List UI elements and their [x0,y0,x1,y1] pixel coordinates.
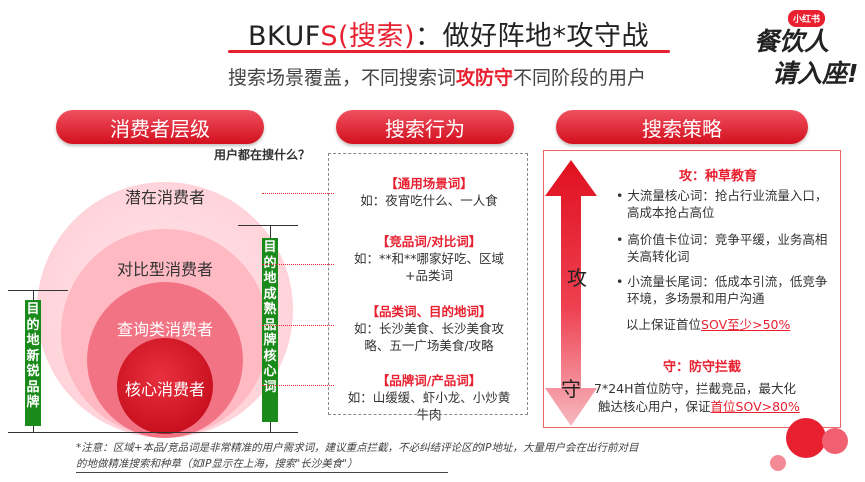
behavior-category: 【品类词、目的地词】 如：长沙美食、长沙美食攻 略、五一广场美食/攻略 [334,303,524,354]
mature-brand-char: 熟 [263,302,277,317]
defend-label: 守 [561,377,581,401]
title-prefix: BKUF [248,21,321,52]
behavior-general: 【通用场景词】 如：夜宵吃什么、一人食 [334,175,524,209]
new-brand-char: 锐 [26,364,40,379]
new-brand-char: 品 [26,379,40,395]
attack-item: • 大流量核心词：抢占行业流量入口，高成本抢占高位 [616,188,828,220]
mature-brand-char: 目 [263,240,277,255]
behavior-brand: 【品牌词/产品词】 如：山缓缓、虾小龙、小炒黄 牛肉 [334,372,524,423]
behavior-line: +品类词 [405,268,453,283]
new-brand-char: 地 [26,333,40,348]
mature-brand-char: 词 [263,379,277,395]
footnote-line1: *注意：区域+本品/竞品词是非常精准的用户需求词，建议重点拦截，不必纠结评论区的… [76,442,639,454]
new-brand-char: 的 [26,317,40,333]
behavior-heading: 【品类词、目的地词】 [366,304,492,319]
logo-line1: 餐饮人 [754,27,830,56]
behavior-line: 如：**和**哪家好吃、区域 [353,251,504,266]
behavior-heading: 【通用场景词】 [385,176,473,191]
strategy-panel [543,150,841,428]
right-bracket-top [238,225,298,226]
left-bracket-top [8,290,68,291]
behavior-line: 如：夜宵吃什么、一人食 [360,193,498,208]
behavior-heading: 【品牌词/产品词】 [376,373,482,388]
logo-line2: 请入座! [772,59,859,88]
title-underline [228,50,670,53]
left-bracket-tick [33,290,34,300]
new-brand-char: 目 [26,302,40,317]
title-highlight: S(搜索) [320,21,416,52]
attack-note-hl: SOV至少>50% [701,317,791,332]
behavior-competitor: 【竞品词/对比词】 如：**和**哪家好吃、区域 +品类词 [334,233,524,284]
new-brand-char: 新 [26,348,40,364]
defend-line2-hl: 首位SOV>80% [710,399,800,414]
label-mature-brand: 目 的 地 成 熟 品 牌 核 心 词 [262,238,278,422]
subtitle-post: 不同阶段的用户 [513,67,647,89]
mature-brand-char: 成 [263,286,277,302]
behavior-line: 牛肉 [416,407,442,422]
connector-query [262,325,334,326]
label-compare: 对比型消费者 [116,260,214,279]
label-query: 查询类消费者 [116,320,214,339]
decor-circle [770,455,786,471]
defend-heading-rest: 防守拦截 [689,360,742,375]
page-subtitle: 搜索场景覆盖，不同搜索词攻防守不同阶段的用户 [228,63,646,90]
behavior-line: 略、五一广场美食/攻略 [364,338,494,353]
mature-brand-char: 心 [263,364,277,379]
behavior-line: 如：山缓缓、虾小龙、小炒黄 [347,390,511,405]
subtitle-highlight: 攻防守 [456,67,514,89]
footnote-underline [76,472,448,473]
behavior-panel [328,153,528,415]
attack-heading: 攻：种草教育 [679,169,758,184]
attack-defend-arrow [545,160,597,426]
left-bracket-tick-bottom [33,426,34,432]
page-title: BKUFS(搜索)：做好阵地*攻守战 [248,14,649,53]
defend-heading: 守：防守拦截 [663,356,741,375]
footnote-line2: 的地做精准搜索和种草（如IP显示在上海，搜索"长沙美食"） [76,458,358,470]
connector-compare [262,264,334,265]
defend-line2: 触达核心用户，保证首位SOV>80% [598,396,800,415]
decor-circle [786,418,826,458]
attack-item: • 小流量长尾词：低成本引流，低竞争环境，多场景和用户沟通 [616,274,828,306]
mature-brand-char: 的 [263,255,277,271]
behavior-heading: 【竞品词/对比词】 [376,234,482,249]
decor-circle [822,428,848,454]
footnote: *注意：区域+本品/竞品词是非常精准的用户需求词，建议重点拦截，不必纠结评论区的… [76,440,796,472]
behavior-line: 如：长沙美食、长沙美食攻 [353,321,504,336]
label-latent: 潜在消费者 [124,188,206,207]
label-core: 核心消费者 [124,380,206,399]
title-suffix: ：做好阵地*攻守战 [415,21,650,52]
attack-item: • 高价值卡位词：竞争平缓，业务高相关高转化词 [616,232,828,264]
defend-line2-pre: 触达核心用户，保证 [598,399,711,414]
defend-heading-red: 守： [663,360,690,375]
attack-note: 以上保证首位SOV至少>50% [626,314,790,333]
defend-line1: 7*24H首位防守，拦截竞品，最大化 [594,381,797,396]
circle-query [87,282,243,438]
attack-note-pre: 以上保证首位 [626,317,702,332]
subtitle-pre: 搜索场景覆盖，不同搜索词 [228,67,457,89]
attack-label: 攻 [567,266,587,290]
logo-badge: 小红书 [788,10,826,27]
new-brand-char: 牌 [26,395,40,410]
mature-brand-char: 地 [263,271,277,286]
connector-latent [262,193,334,194]
right-bracket-tick [270,225,271,238]
mature-brand-char: 牌 [263,333,277,348]
column-header-strategy: 搜索策略 [556,110,808,144]
brand-logo: 小红书 餐饮人 请入座! [750,8,860,88]
column-header-behavior: 搜索行为 [336,110,514,144]
right-bracket-tick-bottom [270,422,271,432]
bottom-bracket [8,432,298,433]
mature-brand-char: 核 [263,348,277,364]
question-label: 用户都在搜什么？ [214,148,311,162]
label-new-brand: 目 的 地 新 锐 品 牌 [25,300,41,426]
column-header-levels: 消费者层级 [56,110,264,144]
connector-core [262,385,334,386]
